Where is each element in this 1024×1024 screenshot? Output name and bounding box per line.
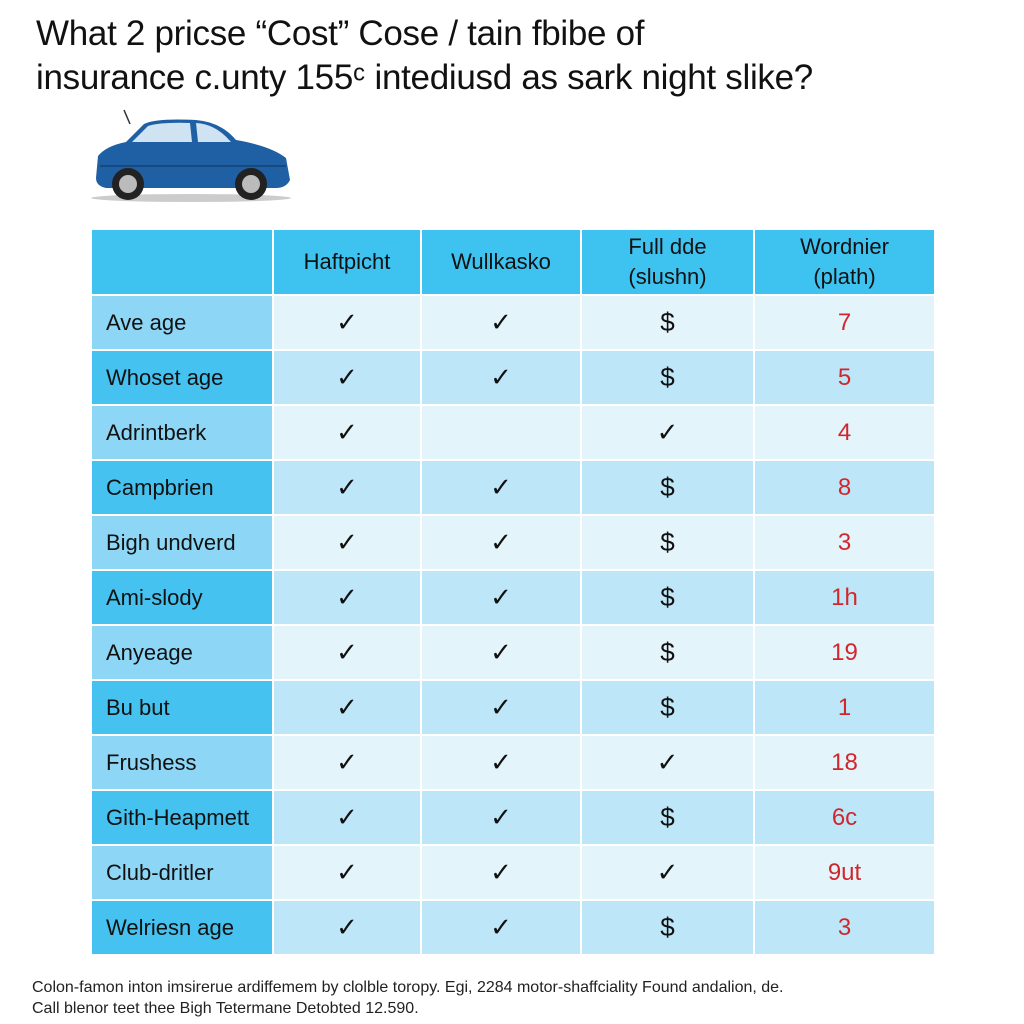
table-cell: ✓ [272, 459, 422, 516]
table-cell: $ [580, 899, 755, 956]
header-line: Wordnier [800, 234, 889, 259]
table-cell: ✓ [272, 899, 422, 956]
table-cell: ✓ [420, 294, 582, 351]
table-body: Ave age ✓ ✓ $7 Whoset age ✓ ✓ $5 Adrintberk ✓ ✓ 4 Ca… [90, 294, 936, 956]
table-row: Whoset age ✓ ✓ $5 [90, 349, 936, 406]
table-cell: 7 [753, 294, 936, 351]
table-row: Campbrien ✓ ✓ $8 [90, 459, 936, 516]
table-cell: ✓ [272, 679, 422, 736]
row-label: Club-dritler [90, 844, 274, 901]
header-cell: Wordnier (plath) [753, 228, 936, 296]
table-cell: ✓ [272, 624, 422, 681]
table-row: Bigh undverd ✓ ✓ $3 [90, 514, 936, 571]
table-cell: ✓ [272, 514, 422, 571]
row-label: Adrintberk [90, 404, 274, 461]
row-label: Campbrien [90, 459, 274, 516]
table-cell: ✓ [420, 844, 582, 901]
title-line: What 2 pricse “Cost” Cose / tain fbibe o… [36, 14, 645, 53]
table-cell: ✓ [420, 514, 582, 571]
table-cell: $ [580, 789, 755, 846]
table-cell: ✓ [272, 404, 422, 461]
table-cell: ✓ [420, 734, 582, 791]
row-label: Whoset age [90, 349, 274, 406]
table-cell: $ [580, 349, 755, 406]
table-row: Gith-Heapmett ✓ ✓ $6c [90, 789, 936, 846]
table-cell [420, 404, 582, 461]
table-row: Club-dritler ✓ ✓ ✓ 9ut [90, 844, 936, 901]
table-row: Anyeage ✓ ✓ $19 [90, 624, 936, 681]
header-cell: Haftpicht [272, 228, 422, 296]
comparison-table: Haftpicht Wullkasko Full dde (slushn) Wordni… [90, 228, 936, 956]
row-label: Gith-Heapmett [90, 789, 274, 846]
table-cell: $ [580, 459, 755, 516]
table-cell: 9ut [753, 844, 936, 901]
table-cell: $ [580, 294, 755, 351]
table-cell: ✓ [272, 569, 422, 626]
table-cell: 18 [753, 734, 936, 791]
row-label: Welriesn age [90, 899, 274, 956]
title-line: insurance c.unty 155ᶜ intediusd as sark … [36, 58, 813, 97]
table-cell: $ [580, 514, 755, 571]
table-cell: ✓ [420, 459, 582, 516]
table-cell: 1h [753, 569, 936, 626]
header-line: Haftpicht [303, 249, 391, 274]
header-row: Haftpicht Wullkasko Full dde (slushn) Wordni… [90, 228, 936, 296]
row-label: Ami-slody [90, 569, 274, 626]
header-line: Wullkasko [451, 249, 551, 274]
header-cell: Full dde (slushn) [580, 228, 755, 296]
table-cell: 6c [753, 789, 936, 846]
row-label: Bigh undverd [90, 514, 274, 571]
table-row: Frushess ✓ ✓ ✓ 18 [90, 734, 936, 791]
row-label: Bu but [90, 679, 274, 736]
table-row: Ave age ✓ ✓ $7 [90, 294, 936, 351]
table-cell: $ [580, 624, 755, 681]
table-cell: ✓ [420, 624, 582, 681]
header-line: (slushn) [628, 264, 707, 289]
title: What 2 pricse “Cost” Cose / tain fbibe o… [36, 12, 813, 100]
table-cell: $ [580, 569, 755, 626]
table-cell: ✓ [420, 679, 582, 736]
table-row: Ami-slody ✓ ✓ $1h [90, 569, 936, 626]
table-cell: 5 [753, 349, 936, 406]
car-illustration [91, 109, 291, 202]
table-cell: ✓ [272, 349, 422, 406]
table-cell: ✓ [420, 899, 582, 956]
header-cell: Wullkasko [420, 228, 582, 296]
table-cell: ✓ [272, 294, 422, 351]
table-cell: 3 [753, 514, 936, 571]
table-cell: 3 [753, 899, 936, 956]
table-cell: ✓ [272, 844, 422, 901]
row-label: Frushess [90, 734, 274, 791]
table-row: Welriesn age ✓ ✓ $3 [90, 899, 936, 956]
header-cell [90, 228, 274, 296]
table-cell: ✓ [272, 734, 422, 791]
header-line: Full dde [628, 234, 707, 259]
row-label: Ave age [90, 294, 274, 351]
table-cell: ✓ [580, 734, 755, 791]
footer-line: Call blenor teet thee Bigh Tetermane Det… [32, 1000, 419, 1017]
table-cell: ✓ [272, 789, 422, 846]
table-cell: 1 [753, 679, 936, 736]
table-cell: ✓ [420, 569, 582, 626]
table-row: Adrintberk ✓ ✓ 4 [90, 404, 936, 461]
table-cell: ✓ [580, 844, 755, 901]
header-line: (plath) [813, 264, 876, 289]
table-cell: ✓ [420, 789, 582, 846]
table-cell: 19 [753, 624, 936, 681]
table-cell: ✓ [580, 404, 755, 461]
table-cell: 8 [753, 459, 936, 516]
table-cell: 4 [753, 404, 936, 461]
row-label: Anyeage [90, 624, 274, 681]
footer: Colon-famon inton imsirerue ardiffemem b… [32, 977, 784, 1019]
table-cell: $ [580, 679, 755, 736]
table-row: Bu but ✓ ✓ $1 [90, 679, 936, 736]
table-cell: ✓ [420, 349, 582, 406]
footer-line: Colon-famon inton imsirerue ardiffemem b… [32, 979, 784, 996]
